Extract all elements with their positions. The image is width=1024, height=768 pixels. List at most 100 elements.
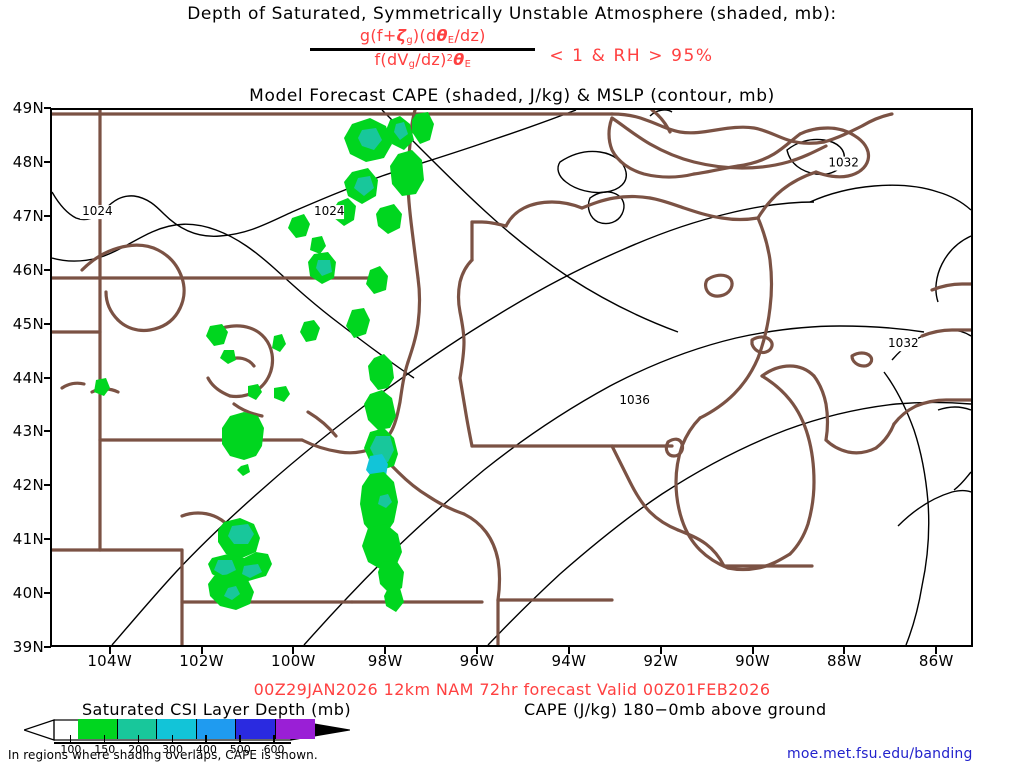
colorbar[interactable]: [24, 719, 350, 741]
forecast-valid-line: 00Z29JAN2026 12km NAM 72hr forecast Vali…: [253, 680, 771, 699]
contour-1036-s: [487, 401, 971, 645]
contour-label-1024-1: 1024: [314, 204, 345, 218]
equation-numerator: g(f+ζg)(dθE/dz): [359, 26, 486, 47]
shade-patch: [94, 378, 110, 396]
lon-label-104w: 104W: [87, 652, 133, 670]
river-sd-2: [206, 376, 232, 398]
lat-tick-49n: [44, 107, 51, 109]
lon-label-96w: 96W: [459, 652, 495, 670]
source-url[interactable]: moe.met.fsu.edu/banding: [787, 746, 973, 762]
colorbar-segment-0: [78, 719, 118, 739]
contour-nub-1: [649, 110, 673, 117]
contour-label-group: 1024 1024 1032 1032 1036: [80, 156, 919, 408]
lon-label-102w: 102W: [179, 652, 224, 670]
mi-lp-n: [760, 364, 816, 378]
contour-label-bg: [617, 393, 650, 408]
contour-1032-label-line: [809, 184, 971, 211]
colorbar-tick-400: [205, 735, 207, 743]
ontario-frag2: [920, 328, 971, 338]
lat-tick-39n: [44, 646, 51, 648]
lake-superior-w: [607, 116, 696, 179]
shade-patch: [364, 390, 396, 430]
lat-label-48n: 48N: [12, 152, 44, 171]
shade-patch: [346, 308, 370, 338]
shade-patch-core: [214, 560, 236, 576]
colorbar-segment-4: [236, 719, 276, 739]
ontario-frag: [930, 282, 971, 292]
lon-tick-90w: [751, 647, 754, 654]
lon-label-92w: 92W: [643, 652, 679, 670]
csi-caption: Saturated CSI Layer Depth (mb): [82, 700, 351, 719]
lat-label-42n: 42N: [12, 476, 44, 495]
equation-fraction: g(f+ζg)(dθE/dz) f(dVg/dz)2θE: [310, 26, 536, 70]
lon-tick-88w: [843, 647, 846, 654]
contour-frag-e2: [953, 471, 971, 491]
contour-frag-e3: [897, 489, 971, 527]
colorbar-tick-600: [273, 735, 275, 743]
colorbar-tick-label-600: 600: [263, 743, 285, 756]
cape-shading-group: [94, 112, 434, 612]
shade-patch: [378, 560, 404, 594]
border-ne-ia: [406, 276, 422, 364]
contour-label-bg: [886, 337, 919, 352]
river-nd-1: [80, 243, 186, 333]
shade-patch: [384, 588, 404, 612]
mn-ne: [504, 200, 584, 228]
lat-tick-45n: [44, 322, 51, 325]
lake-mi-ne2: [760, 374, 810, 438]
lon-tick-96w: [476, 647, 479, 654]
shade-patch-core: [316, 260, 332, 276]
colorbar-segment-5: [275, 719, 315, 739]
border-canada-2: [822, 112, 894, 144]
lake-huron-s: [892, 404, 918, 426]
lake-island-4: [850, 351, 874, 368]
shade-patch: [237, 464, 250, 476]
colorbar-segment-3: [196, 719, 236, 739]
state-border-group: [52, 110, 971, 645]
mslp-contour-group: [52, 110, 971, 645]
lat-label-47n: 47N: [12, 206, 44, 225]
contour-label-bg: [826, 156, 859, 171]
mi-up-n: [648, 196, 760, 222]
contour-label-1036-4: 1036: [619, 393, 650, 407]
lon-label-86w: 86W: [918, 652, 954, 670]
lat-label-49n: 49N: [12, 99, 44, 117]
lat-tick-44n: [44, 376, 51, 379]
river-nd-2: [104, 290, 120, 322]
colorbar-tick-300: [171, 735, 173, 743]
cape-caption: CAPE (J/kg) 180−0mb above ground: [524, 700, 827, 719]
river-sd-missouri: [306, 410, 338, 438]
colorbar-tick-label-500: 500: [229, 743, 251, 756]
shade-patch: [222, 412, 264, 460]
map-plot-area[interactable]: 1024 1024 1032 1032 1036: [50, 108, 973, 647]
lat-tick-48n: [44, 160, 51, 163]
lake-island-1: [703, 273, 734, 298]
border-sd-ne-river: [300, 438, 376, 455]
colorbar-segment-1: [117, 719, 157, 739]
shade-patch: [274, 386, 290, 402]
colorbar-tick-150: [103, 735, 106, 743]
lon-label-98w: 98W: [367, 652, 403, 670]
shade-patch: [390, 150, 424, 196]
colorbar-tick-label-200: 200: [128, 743, 150, 756]
lake-superior-s2: [736, 132, 802, 168]
lon-label-90w: 90W: [735, 652, 770, 670]
border-nub: [650, 110, 672, 134]
lon-label-100w: 100W: [271, 652, 316, 670]
contour-label-1024-0: 1024: [82, 204, 113, 218]
lake-island-2: [750, 335, 774, 355]
shade-patch: [206, 324, 228, 346]
contour-label-bg: [312, 205, 345, 220]
mn-n2: [470, 220, 508, 228]
fraction-bar: [310, 47, 536, 51]
wi-s: [676, 528, 726, 568]
shade-patch: [368, 354, 394, 390]
shade-patch: [288, 214, 310, 238]
lake-superior-s1: [692, 164, 740, 176]
lon-tick-104w: [108, 647, 111, 654]
shade-patch-core: [354, 176, 374, 196]
lat-label-45n: 45N: [12, 314, 44, 333]
colorbar-ticks: 100 150 200 300 400 500 600: [24, 735, 344, 756]
map-canvas: 1024 1024 1032 1032 1036: [52, 110, 971, 645]
mi-up-nw: [580, 194, 652, 210]
